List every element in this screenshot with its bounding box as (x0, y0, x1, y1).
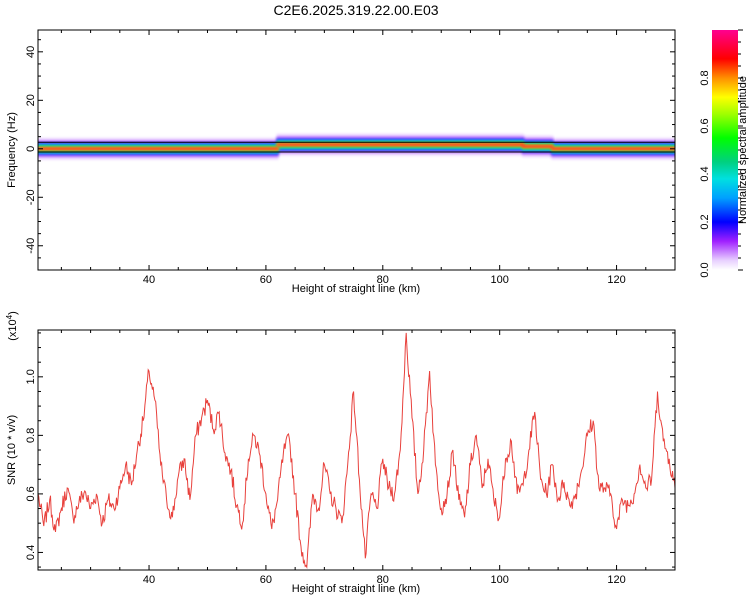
ridge-core-red (522, 145, 554, 148)
colorbar-ticks: 0.0 0.2 0.4 0.6 0.8 (699, 29, 743, 278)
colorbar: 0.0 0.2 0.4 0.6 0.8 Normalized spectral ampl… (699, 29, 749, 278)
snr-ylabel: SNR (10 * v/v) (6, 415, 18, 485)
y-tick-label: 1.0 (25, 369, 37, 384)
spectrogram-axes: 40 60 80 100 120 40 20 0 -20 -40 (25, 30, 676, 286)
x-tick-label: 120 (607, 574, 625, 586)
colorbar-tick-label: 0.4 (699, 166, 711, 181)
colorbar-tick-label: 0.0 (699, 262, 711, 277)
snr-axes: 40 60 80 100 120 0.4 0.6 0.8 1.0 (25, 330, 676, 586)
ridge-core-red (551, 147, 675, 150)
spectrogram-ylabel: Frequency (Hz) (6, 112, 18, 188)
snr-frame (37, 329, 676, 571)
x-tick-label: 80 (377, 274, 389, 286)
x-tick-label: 40 (143, 274, 155, 286)
snr-series-line (38, 332, 675, 569)
x-tick-label: 60 (260, 274, 272, 286)
y-tick-label: 0.4 (25, 545, 37, 560)
y-tick-label: -40 (25, 238, 37, 254)
x-tick-label: 80 (377, 574, 389, 586)
colorbar-label: Normalized spectral amplitude (737, 76, 749, 224)
y-tick-label: 40 (25, 46, 37, 58)
y-tick-label: 20 (25, 94, 37, 106)
colorbar-gradient (712, 30, 738, 270)
spectrogram-frame (37, 29, 676, 271)
ridge-core-red (38, 147, 279, 150)
chart-title: C2E6.2025.319.22.00.E03 (273, 2, 438, 18)
y-tick-label: 0.6 (25, 486, 37, 501)
y-tick-label: 0 (25, 146, 37, 152)
colorbar-tick-label: 0.2 (699, 214, 711, 229)
snr-xlabel: Height of straight line (km) (292, 583, 420, 595)
colorbar-tick-label: 0.6 (699, 118, 711, 133)
x-tick-label: 40 (143, 574, 155, 586)
spectrogram-xlabel: Height of straight line (km) (292, 283, 420, 295)
snr-multiplier: (x104) (5, 311, 19, 341)
spectral-ridge (38, 133, 675, 160)
x-tick-label: 120 (607, 274, 625, 286)
x-tick-label: 100 (490, 574, 508, 586)
spectrogram-panel: 40 60 80 100 120 40 20 0 -20 -40 Height of straig… (6, 29, 676, 295)
snr-panel: 40 60 80 100 120 0.4 0.6 0.8 1.0 Height of strai… (5, 311, 676, 595)
x-tick-label: 100 (490, 274, 508, 286)
ridge-core-red (276, 143, 525, 146)
y-tick-label: 0.8 (25, 428, 37, 443)
x-tick-label: 60 (260, 574, 272, 586)
y-tick-label: -20 (25, 189, 37, 205)
colorbar-tick-label: 0.8 (699, 70, 711, 85)
